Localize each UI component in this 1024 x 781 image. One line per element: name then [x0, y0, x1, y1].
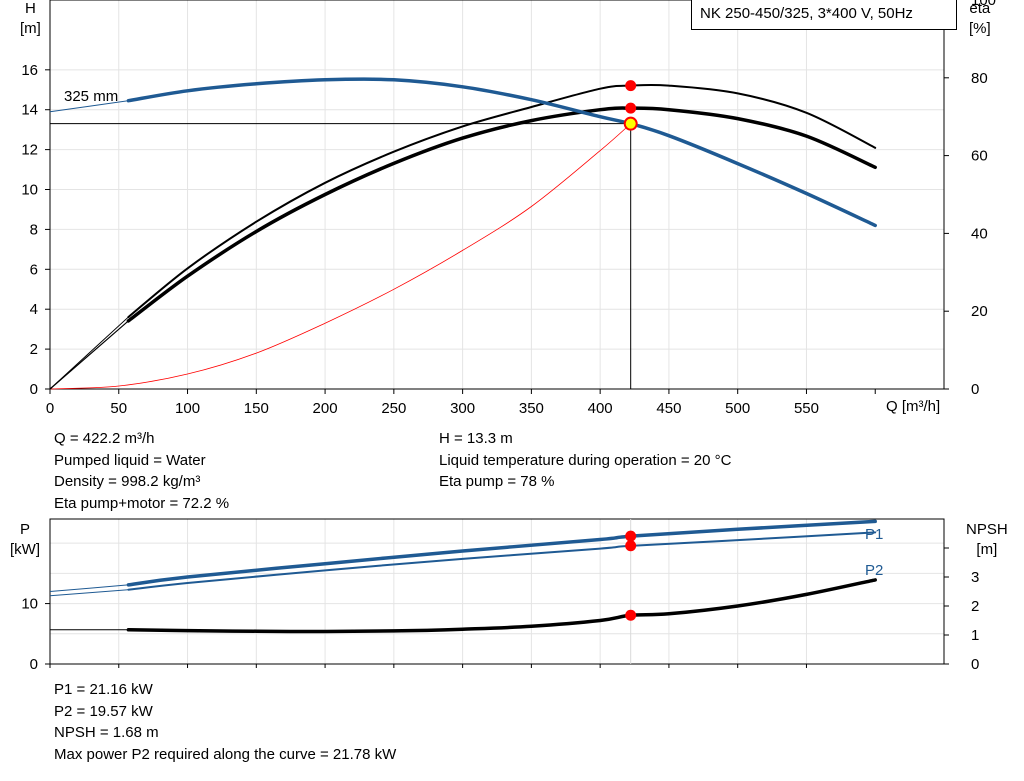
p1-marker	[625, 530, 637, 542]
y-tick-label-right: 1	[971, 627, 979, 644]
result-eta-total: Eta pump+motor = 72.2 %	[54, 494, 230, 512]
y-tick-label-left: 10	[21, 182, 38, 199]
p2-curve-thin	[49, 589, 129, 597]
y-axis-label-head: H [m]	[20, 0, 41, 37]
head-curve	[126, 77, 877, 228]
result-liquid: Pumped liquid = Water	[54, 451, 206, 469]
p1-curve-thin	[49, 584, 129, 592]
y-tick-label-right: 100	[971, 0, 996, 9]
curves	[49, 77, 877, 664]
y-tick-label-left: 16	[21, 62, 38, 79]
series-label-p1: P1	[865, 526, 884, 543]
x-tick-label: 500	[725, 400, 750, 417]
y-tick-label-left: 12	[21, 142, 38, 159]
result-density: Density = 998.2 kg/m³	[54, 473, 201, 491]
eta-pump-curve	[127, 83, 877, 318]
y-tick-label-left: 8	[30, 221, 38, 238]
y-tick-label-right: 3	[971, 569, 979, 586]
result-max-power: Max power P2 required along the curve = …	[54, 745, 397, 763]
x-tick-label: 300	[450, 400, 475, 417]
duty-point-marker	[623, 116, 638, 131]
grid	[50, 0, 944, 664]
results-bottom: P1 = 21.16 kW P2 = 19.57 kW NPSH = 1.68 …	[54, 679, 396, 765]
results-top-right: H = 13.3 m Liquid temperature during ope…	[439, 428, 731, 493]
y-tick-label-right: 60	[971, 148, 988, 165]
results-top-left: Q = 422.2 m³/h Pumped liquid = Water Den…	[54, 428, 229, 514]
x-tick-label: 0	[46, 400, 54, 417]
eta-total-marker	[625, 102, 637, 114]
result-p1: P1 = 21.16 kW	[54, 681, 153, 698]
result-p2: P2 = 19.57 kW	[54, 702, 153, 720]
x-tick-label: 350	[519, 400, 544, 417]
tick-labels: 0 50 100 150 200 250 300 350 400 450 500 5500246810…	[21, 0, 996, 673]
y-tick-label-left: 10	[21, 596, 38, 613]
y-tick-label-left: 2	[30, 341, 38, 358]
y-tick-label-left: 0	[30, 381, 38, 398]
x-tick-label: 400	[588, 400, 613, 417]
result-head: H = 13.3 m	[439, 430, 513, 447]
y-tick-label-left: 4	[30, 301, 38, 318]
x-axis-label: Q [m³/h]	[886, 398, 941, 415]
y-axis-label-eta: eta [%]	[969, 0, 991, 37]
series-label-p2: P2	[865, 562, 884, 579]
system-curve	[49, 123, 631, 390]
y-tick-label-left: 14	[21, 102, 38, 119]
result-flow: Q = 422.2 m³/h	[54, 430, 155, 447]
duty-point-markers	[623, 80, 638, 621]
y-tick-label-right: 0	[971, 656, 979, 673]
chart-frames	[49, 0, 945, 665]
npsh-curve	[126, 578, 877, 634]
p1-curve	[126, 519, 877, 587]
p2-curve	[127, 531, 877, 591]
y-tick-label-right: 20	[971, 303, 988, 320]
x-tick-label: 50	[110, 400, 127, 417]
title-box: NK 250-450/325, 3*400 V, 50Hz	[691, 0, 957, 30]
y-tick-label-right: 2	[971, 598, 979, 615]
y-axis-label-power: P [kW]	[10, 521, 40, 558]
y-axis-label-npsh: NPSH [m]	[966, 521, 1008, 558]
top-panel-frame	[49, 0, 945, 390]
result-eta-pump: Eta pump = 78 %	[439, 473, 555, 491]
p2-marker	[625, 540, 637, 552]
y-tick-label-right: 40	[971, 225, 988, 242]
y-tick-label-right: 0	[971, 381, 979, 398]
eta-total-curve	[126, 106, 877, 323]
npsh-marker	[625, 609, 637, 621]
pump-model-title: NK 250-450/325, 3*400 V, 50Hz	[700, 5, 913, 22]
y-tick-label-left: 6	[30, 261, 38, 278]
result-temperature: Liquid temperature during operation = 20…	[439, 451, 732, 469]
y-tick-label-right: 80	[971, 70, 988, 87]
eta-total-curve-thin	[49, 320, 129, 390]
eta-pump-marker	[625, 80, 637, 92]
x-tick-label: 100	[175, 400, 200, 417]
x-tick-label: 450	[656, 400, 681, 417]
x-tick-label: 200	[313, 400, 338, 417]
y-tick-label-left: 0	[30, 656, 38, 673]
x-tick-label: 550	[794, 400, 819, 417]
x-tick-label: 150	[244, 400, 269, 417]
x-tick-label: 250	[381, 400, 406, 417]
bottom-panel-frame	[49, 518, 945, 665]
curve-annotation-impeller: 325 mm	[64, 88, 119, 105]
head-curve-thin	[49, 100, 129, 113]
result-npsh: NPSH = 1.68 m	[54, 724, 159, 742]
